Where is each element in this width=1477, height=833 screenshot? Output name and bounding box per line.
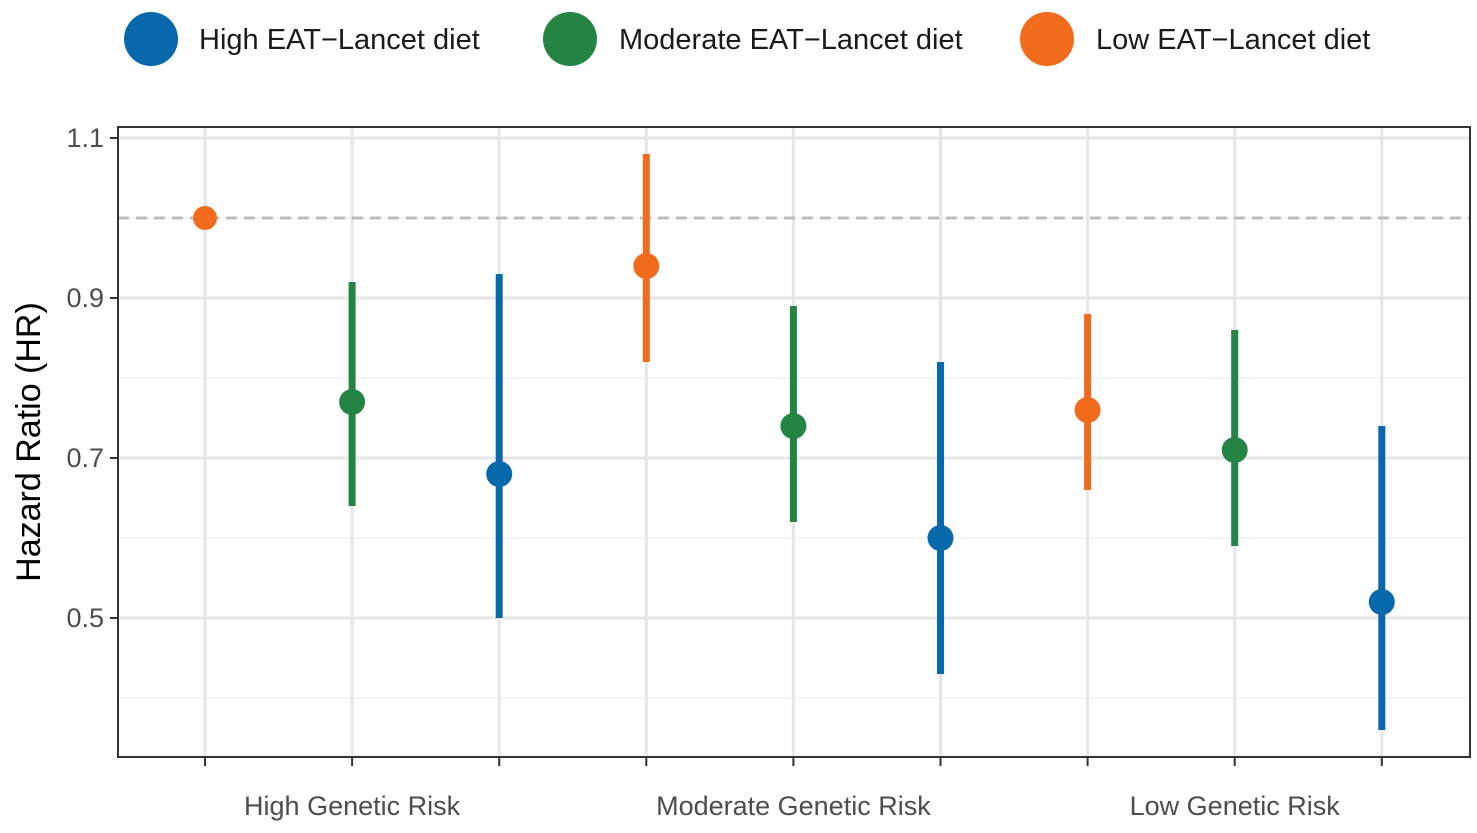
legend-label: Moderate EAT−Lancet diet (619, 24, 963, 56)
legend-item: High EAT−Lancet diet (124, 12, 480, 66)
legend-label: High EAT−Lancet diet (199, 24, 480, 56)
legend-label: Low EAT−Lancet diet (1096, 24, 1370, 56)
y-axis-title: Hazard Ratio (HR) (10, 302, 48, 582)
data-point (1368, 589, 1395, 615)
data-point (193, 206, 217, 230)
x-group-label: Moderate Genetic Risk (656, 791, 931, 821)
y-tick-label: 0.9 (66, 283, 104, 313)
series-high_diet (486, 274, 1395, 730)
x-group-label: High Genetic Risk (244, 791, 461, 821)
data-point (486, 461, 513, 487)
legend-swatch (124, 12, 178, 66)
data-point (927, 525, 954, 551)
data-point (633, 253, 660, 279)
series-low_diet (193, 154, 1101, 490)
legend-swatch (543, 12, 597, 66)
axes: 0.5 0.7 0.9 1.1 High Genetic Risk Moderate Ge… (66, 123, 1471, 821)
data-point (780, 413, 807, 439)
y-tick-label: 0.5 (66, 603, 104, 633)
data-point (1074, 397, 1101, 423)
series-moderate_diet (339, 282, 1248, 546)
legend: High EAT−Lancet diet Moderate EAT−Lancet … (124, 12, 1370, 66)
legend-item: Moderate EAT−Lancet diet (543, 12, 963, 66)
y-tick-label: 1.1 (66, 123, 104, 153)
x-group-label: Low Genetic Risk (1130, 791, 1341, 821)
legend-item: Low EAT−Lancet diet (1020, 12, 1370, 66)
y-tick-label: 0.7 (66, 443, 104, 473)
data-point (339, 389, 366, 415)
legend-swatch (1020, 12, 1074, 66)
data-point (1221, 437, 1248, 463)
data-marks (193, 154, 1395, 730)
